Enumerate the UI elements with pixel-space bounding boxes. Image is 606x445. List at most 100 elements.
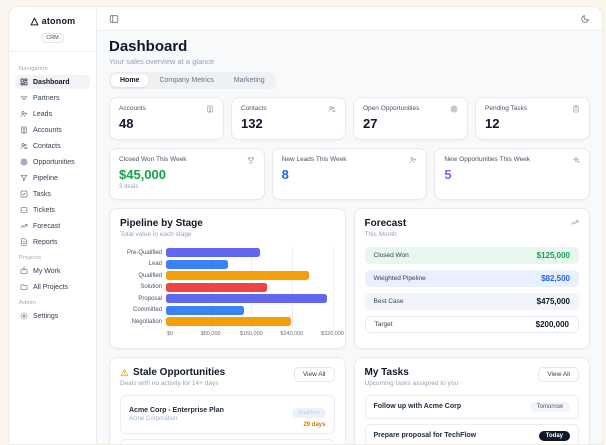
highlight-icon — [409, 156, 417, 164]
forecast-subtitle: This Month — [364, 231, 397, 238]
sidebar-item-label: My Work — [33, 267, 61, 275]
sidebar-item-label: Reports — [33, 238, 58, 246]
sidebar-item-label: Forecast — [33, 222, 61, 230]
chart-bar — [166, 248, 260, 258]
stat-card: Contacts 132 — [231, 97, 346, 140]
tab[interactable]: Home — [111, 74, 149, 87]
opportunity-item[interactable]: TechFlow - Platform License TechFlow Sol… — [120, 438, 335, 444]
tasks-view-all-button[interactable]: View All — [538, 366, 579, 382]
sidebar-item[interactable]: Tasks — [15, 187, 90, 201]
sidebar-item[interactable]: Forecast — [15, 219, 90, 233]
pipeline-bar-chart: Pre-Qualified Lead Qualified Solution Propos… — [120, 247, 344, 338]
stat-label: Contacts — [241, 105, 267, 112]
sidebar-item-label: All Projects — [33, 283, 69, 291]
sidebar-item[interactable]: Opportunities — [15, 155, 90, 169]
sidebar-item-icon — [20, 158, 28, 166]
tab[interactable]: Marketing — [225, 74, 274, 87]
forecast-row-value: $125,000 — [536, 251, 570, 260]
sidebar-item-label: Leads — [33, 110, 53, 118]
my-tasks-panel: My Tasks Upcoming tasks assigned to you … — [353, 356, 590, 444]
chart-x-tick: $240,000 — [280, 330, 304, 337]
sidebar-item[interactable]: Accounts — [15, 123, 90, 137]
task-title: Follow up with Acme Corp — [373, 403, 462, 410]
sidebar-item-icon — [20, 174, 28, 182]
chart-x-tick: $160,000 — [239, 330, 263, 337]
forecast-row-value: $475,000 — [536, 297, 570, 306]
moon-icon — [580, 14, 590, 24]
theme-toggle-button[interactable] — [578, 12, 592, 26]
sidebar-item[interactable]: My Work — [15, 264, 90, 278]
task-item[interactable]: Follow up with Acme Corp Tomorrow — [364, 394, 579, 419]
forecast-row: Target $200,000 — [364, 316, 579, 333]
sidebar-item[interactable]: Settings — [15, 309, 90, 323]
highlight-label: New Leads This Week — [281, 156, 347, 163]
chart-bar — [166, 282, 268, 292]
sidebar-item-icon — [20, 126, 28, 134]
chart-category-label: Negotiation — [131, 318, 162, 325]
sidebar-item[interactable]: Tickets — [15, 203, 90, 217]
stat-icon — [206, 105, 214, 113]
dashboard-tabs: Home Company Metrics Marketing — [109, 72, 276, 89]
sidebar-item-label: Pipeline — [33, 174, 58, 182]
forecast-row-value: $200,000 — [535, 320, 569, 329]
alert-triangle-icon — [120, 368, 129, 377]
sidebar-item[interactable]: Leads — [15, 107, 90, 121]
sidebar-item[interactable]: Contacts — [15, 139, 90, 153]
sidebar-item-icon — [20, 206, 28, 214]
chart-row: Solution — [120, 282, 335, 294]
logo-crm-badge: CRM — [41, 33, 64, 43]
sidebar-item[interactable]: Pipeline — [15, 171, 90, 185]
forecast-row-label: Best Case — [373, 298, 404, 305]
tasks-title: My Tasks — [364, 366, 409, 378]
pipeline-subtitle: Total value in each stage — [120, 231, 192, 238]
chart-x-tick: $0 — [166, 330, 174, 337]
tab[interactable]: Company Metrics — [150, 74, 222, 87]
sidebar-item-label: Accounts — [33, 126, 62, 134]
sidebar: atonom CRM Navigation Dashboard Partners… — [9, 7, 97, 444]
chart-bar — [166, 259, 229, 269]
highlight-label: Closed Won This Week — [119, 156, 187, 163]
task-item[interactable]: Prepare proposal for TechFlow Today — [364, 423, 579, 444]
sidebar-toggle-button[interactable] — [107, 12, 121, 26]
sidebar-item-label: Opportunities — [33, 158, 75, 166]
sidebar-item[interactable]: Partners — [15, 91, 90, 105]
opportunity-item[interactable]: Acme Corp - Enterprise Plan Acme Corpora… — [120, 394, 335, 434]
forecast-panel: Forecast This Month Closed Won $125,000 … — [353, 208, 590, 349]
task-title: Prepare proposal for TechFlow — [373, 432, 477, 439]
forecast-row-label: Target — [374, 321, 393, 328]
task-due-badge: Tomorrow — [529, 401, 570, 412]
highlight-value: $45,000 — [119, 167, 166, 182]
pipeline-title: Pipeline by Stage — [120, 218, 203, 229]
highlight-icon — [572, 156, 580, 164]
opportunity-company: Acme Corporation — [129, 415, 178, 422]
chart-x-tick: $320,000 — [321, 330, 344, 337]
chart-category-label: Proposal — [138, 295, 162, 302]
chart-x-axis: $0 $80,000 $160,000 $240,000 $320,000 — [166, 328, 344, 338]
sidebar-item[interactable]: Dashboard — [15, 75, 90, 89]
stat-label: Pending Tasks — [485, 105, 528, 112]
highlight-card: New Leads This Week 8 — [271, 148, 428, 200]
stat-label: Open Opportunities — [363, 105, 420, 112]
sidebar-item-icon — [20, 190, 28, 198]
chart-row: Pre-Qualified — [120, 247, 335, 259]
stat-icon — [450, 105, 458, 113]
days-stale-label: 29 days — [303, 421, 326, 428]
forecast-row-label: Closed Won — [373, 252, 409, 259]
highlight-value: 5 — [444, 167, 452, 182]
highlight-cards-row: Closed Won This Week $45,000 3 deals New… — [109, 148, 590, 200]
highlight-value: 8 — [281, 167, 289, 182]
stale-view-all-button[interactable]: View All — [293, 366, 335, 382]
sidebar-item[interactable]: All Projects — [15, 280, 90, 294]
forecast-row-label: Weighted Pipeline — [373, 275, 426, 282]
chart-category-label: Committed — [132, 307, 162, 314]
sidebar-item[interactable]: Reports — [15, 235, 90, 249]
chart-row: Proposal — [120, 293, 335, 305]
forecast-title: Forecast — [364, 218, 407, 229]
highlight-subtext — [282, 184, 418, 191]
highlight-label: New Opportunities This Week — [444, 156, 531, 163]
app-window: atonom CRM Navigation Dashboard Partners… — [8, 6, 603, 445]
highlight-card: Closed Won This Week $45,000 3 deals — [109, 148, 265, 200]
stale-opportunities-panel: Stale Opportunities Deals with no activi… — [109, 356, 346, 444]
app-logo: atonom CRM — [9, 7, 96, 52]
stale-list: Acme Corp - Enterprise Plan Acme Corpora… — [120, 394, 335, 444]
